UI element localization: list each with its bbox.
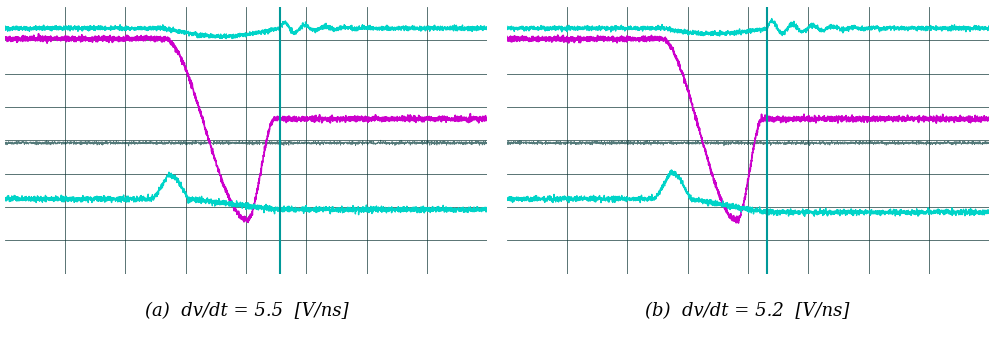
Text: (b)  dv/dt = 5.2  [V/ns]: (b) dv/dt = 5.2 [V/ns] [645,302,850,320]
Text: (a)  dv/dt = 5.5  [V/ns]: (a) dv/dt = 5.5 [V/ns] [145,302,348,320]
